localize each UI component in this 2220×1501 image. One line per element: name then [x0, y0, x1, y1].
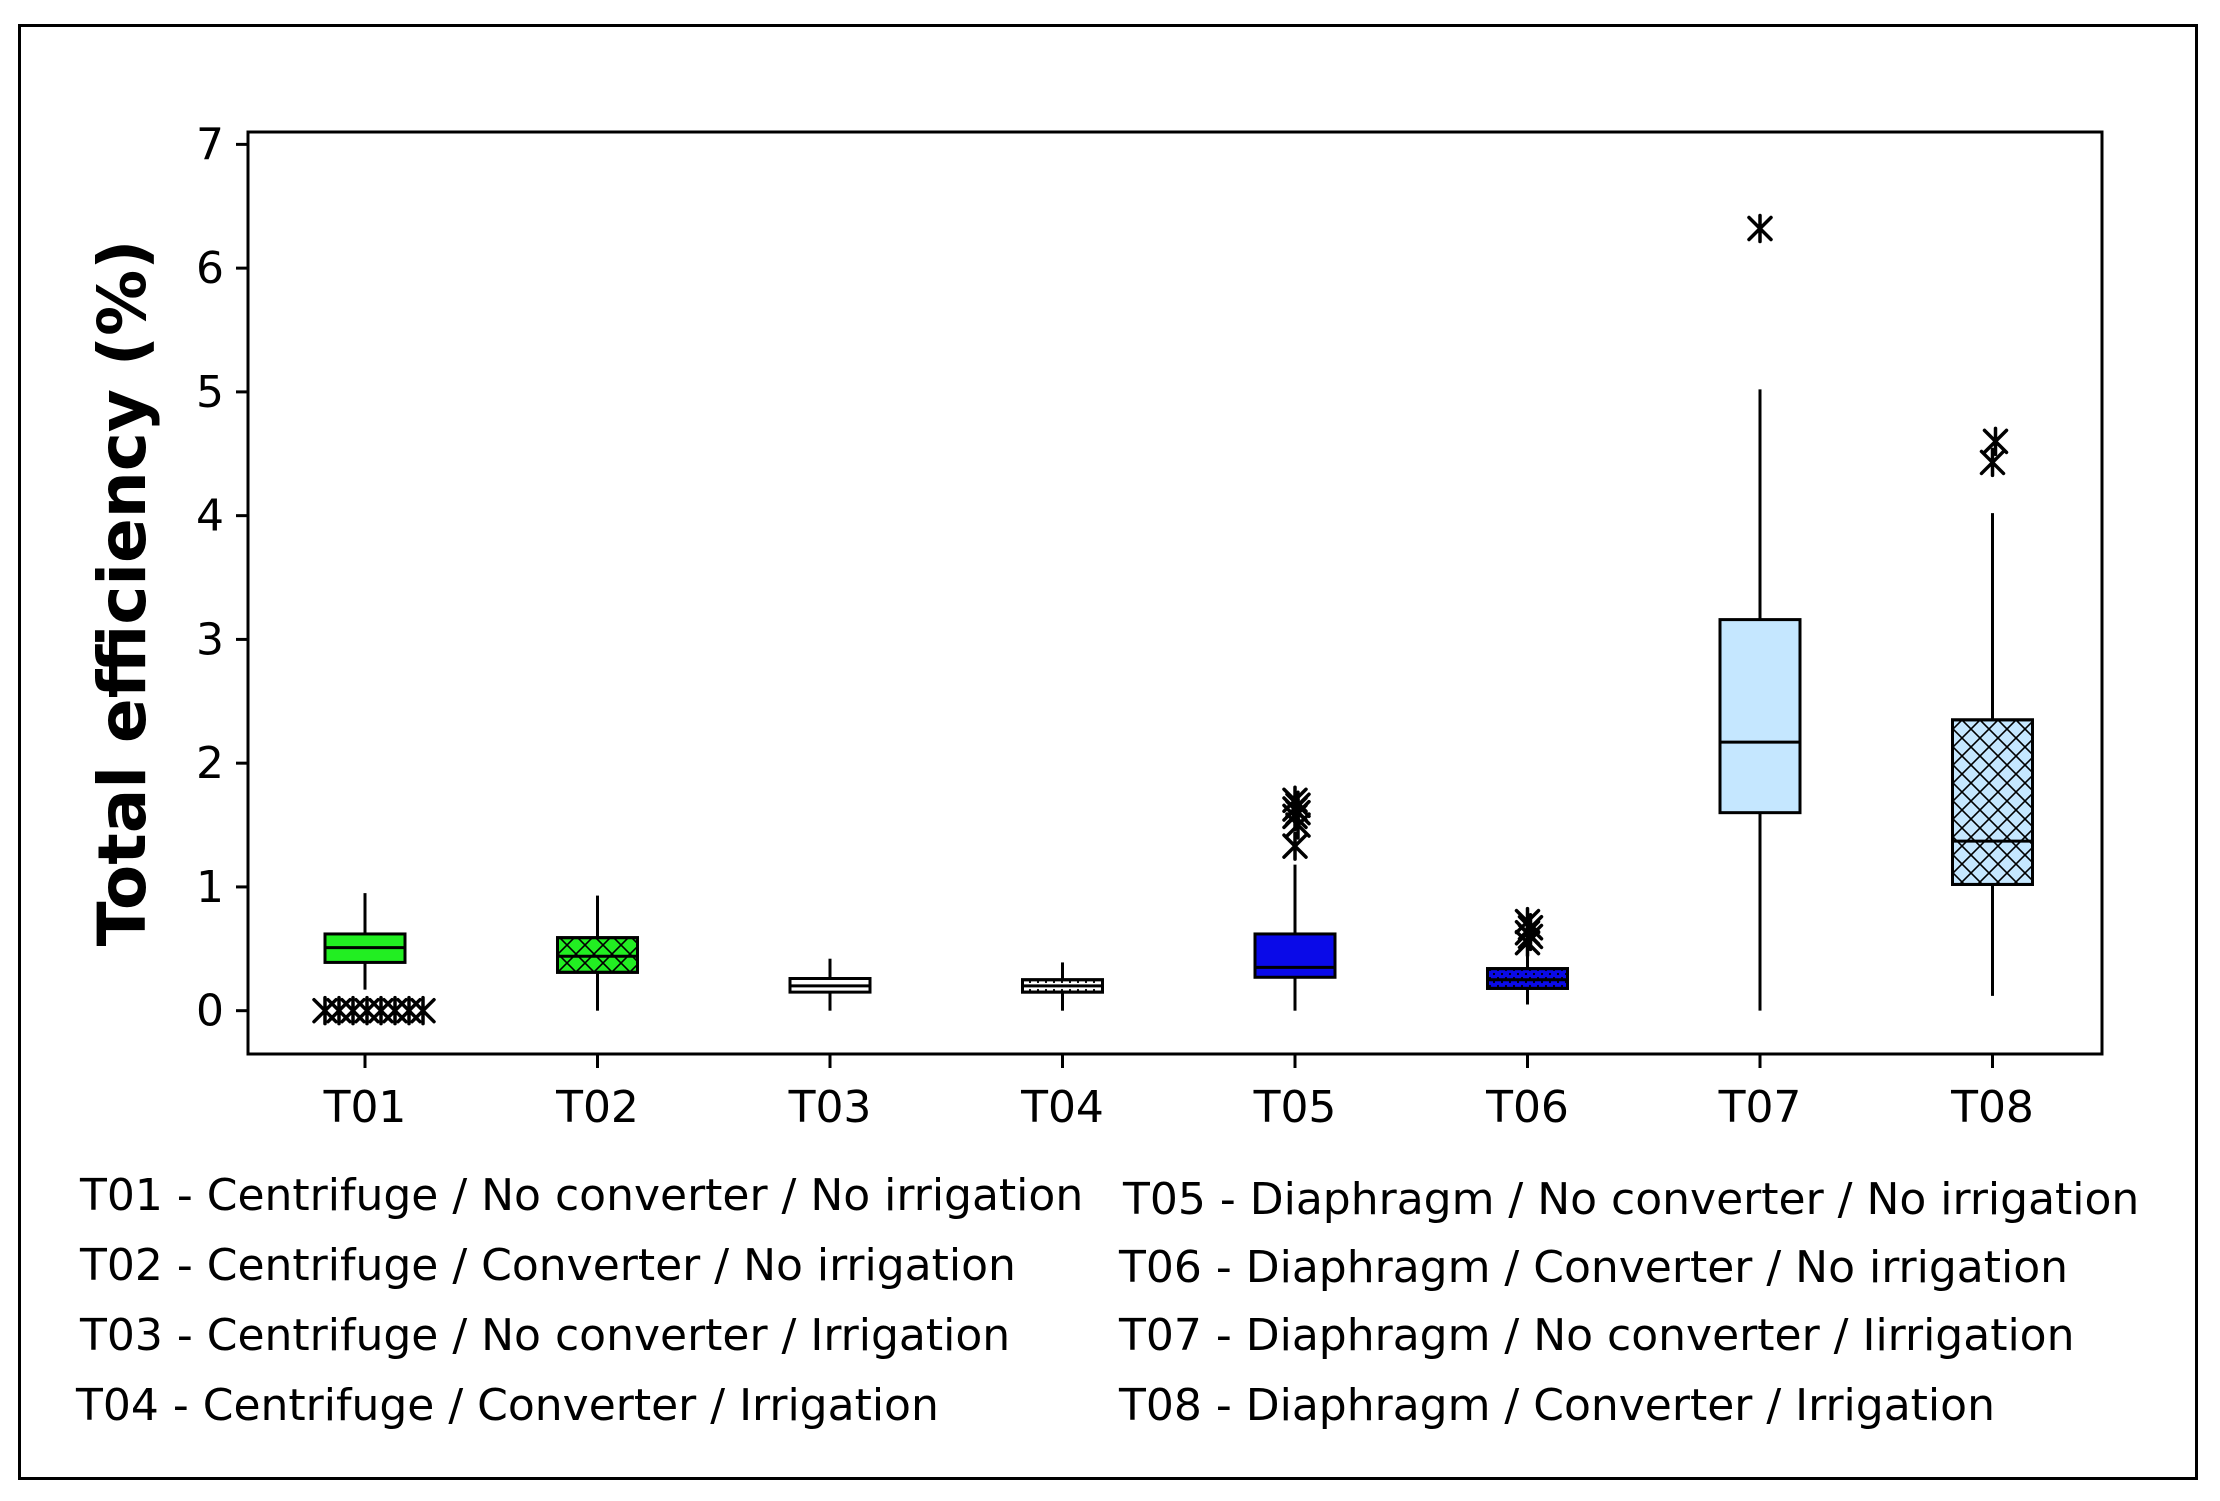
y-axis: 0 1 2 3 4 5 6 7 [196, 119, 248, 1037]
box-t01 [312, 893, 436, 1026]
plot-area [246, 130, 2104, 1056]
legend-entry: T02 - Centrifuge / Converter / No irriga… [79, 1240, 1016, 1291]
y-tick-label: 1 [196, 862, 224, 913]
box-t07 [1718, 213, 1802, 1011]
y-tick-label: 0 [196, 986, 224, 1037]
y-tick-label: 4 [196, 491, 224, 542]
box-t05 [1253, 785, 1337, 1011]
outlier-point [1282, 831, 1308, 861]
y-tick-label: 7 [196, 119, 224, 170]
outlier-point [1982, 426, 2009, 457]
y-tick-label: 5 [196, 367, 224, 418]
y-tick-label: 2 [196, 738, 224, 789]
x-tick-label: T08 [1950, 1082, 2034, 1133]
y-axis-label: Total efficiency (%) [84, 240, 161, 947]
legend-entry: T04 - Centrifuge / Converter / Irrigatio… [75, 1380, 939, 1431]
box-t02 [556, 895, 639, 1011]
outlier-point [1514, 906, 1541, 937]
outlier-point [1282, 785, 1308, 816]
box-body [1253, 932, 1337, 979]
legend-entry: T03 - Centrifuge / No converter / Irriga… [79, 1310, 1010, 1361]
legend-entry: T08 - Diaphragm / Converter / Irrigation [1118, 1380, 1995, 1431]
box-t03 [788, 958, 872, 1011]
x-tick-label: T05 [1253, 1082, 1337, 1133]
outlier-point [410, 995, 436, 1026]
x-tick-label: T02 [555, 1082, 639, 1133]
box-t08 [1951, 426, 2034, 996]
legend-entry: T05 - Diaphragm / No converter / No irri… [1122, 1174, 2139, 1225]
y-tick-label: 3 [196, 614, 224, 665]
box-body [1718, 618, 1802, 815]
y-tick-label: 6 [196, 243, 224, 294]
box-t06 [1486, 906, 1569, 1005]
x-tick-label: T06 [1485, 1082, 1569, 1133]
outlier-point [1979, 447, 2006, 478]
x-tick-label: T03 [788, 1082, 872, 1133]
x-tick-label: T01 [323, 1082, 407, 1133]
legend-entry: T06 - Diaphragm / Converter / No irrigat… [1118, 1242, 2068, 1293]
figure-frame [18, 24, 2198, 1480]
box-pattern [1951, 718, 2034, 886]
x-tick-label: T04 [1020, 1082, 1104, 1133]
outlier-point [1747, 213, 1773, 244]
x-tick-label: T07 [1718, 1082, 1802, 1133]
box-t04 [1021, 962, 1104, 1011]
boxes [312, 213, 2034, 1026]
legend-entry: T01 - Centrifuge / No converter / No irr… [79, 1170, 1083, 1221]
legend-entry: T07 - Diaphragm / No converter / Iirriga… [1118, 1310, 2074, 1361]
legend: T01 - Centrifuge / No converter / No irr… [75, 1170, 2139, 1431]
x-axis: T01 T02 T03 T04 T05 T06 T07 T08 [323, 1054, 2034, 1133]
